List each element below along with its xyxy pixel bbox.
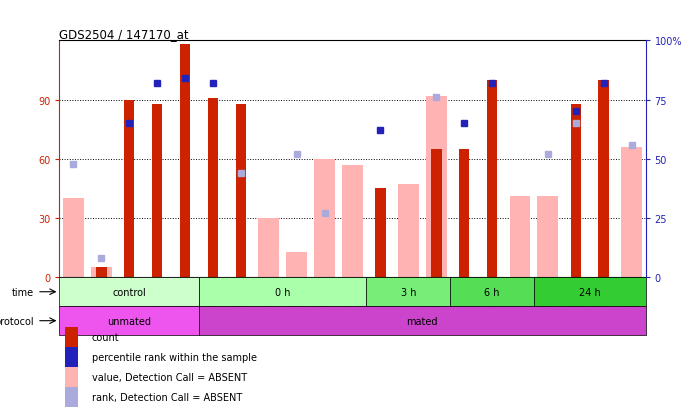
- Bar: [65, 327, 78, 348]
- Bar: [342, 165, 363, 278]
- Bar: [621, 147, 642, 278]
- Bar: [65, 387, 78, 407]
- Bar: [598, 81, 609, 278]
- Bar: [510, 197, 530, 278]
- Bar: [151, 104, 163, 278]
- Text: 3 h: 3 h: [401, 287, 416, 297]
- Text: value, Detection Call = ABSENT: value, Detection Call = ABSENT: [91, 372, 246, 382]
- Bar: [96, 268, 107, 278]
- Bar: [459, 150, 470, 278]
- Bar: [124, 100, 135, 278]
- Text: unmated: unmated: [107, 316, 151, 326]
- Bar: [534, 278, 646, 306]
- Bar: [366, 278, 450, 306]
- Text: 24 h: 24 h: [579, 287, 601, 297]
- Text: GDS2504 / 147170_at: GDS2504 / 147170_at: [59, 28, 189, 41]
- Bar: [314, 159, 335, 278]
- Text: time: time: [12, 287, 34, 297]
- Text: mated: mated: [406, 316, 438, 326]
- Text: percentile rank within the sample: percentile rank within the sample: [91, 352, 257, 362]
- Bar: [398, 185, 419, 278]
- Text: rank, Detection Call = ABSENT: rank, Detection Call = ABSENT: [91, 392, 242, 402]
- Bar: [487, 81, 498, 278]
- Bar: [91, 268, 112, 278]
- Text: protocol: protocol: [0, 316, 34, 326]
- Bar: [286, 252, 307, 278]
- Bar: [431, 150, 442, 278]
- Text: count: count: [91, 332, 119, 342]
- Bar: [59, 306, 199, 335]
- Bar: [199, 306, 646, 335]
- Bar: [179, 45, 191, 278]
- Bar: [258, 218, 279, 278]
- Bar: [235, 104, 246, 278]
- Text: control: control: [112, 287, 146, 297]
- Bar: [570, 104, 581, 278]
- Bar: [59, 278, 199, 306]
- Bar: [65, 347, 78, 368]
- Text: 0 h: 0 h: [275, 287, 290, 297]
- Bar: [63, 199, 84, 278]
- Bar: [199, 278, 366, 306]
- Bar: [207, 98, 218, 278]
- Bar: [375, 189, 386, 278]
- Bar: [537, 197, 558, 278]
- Bar: [426, 97, 447, 278]
- Bar: [65, 367, 78, 387]
- Text: 6 h: 6 h: [484, 287, 500, 297]
- Bar: [450, 278, 534, 306]
